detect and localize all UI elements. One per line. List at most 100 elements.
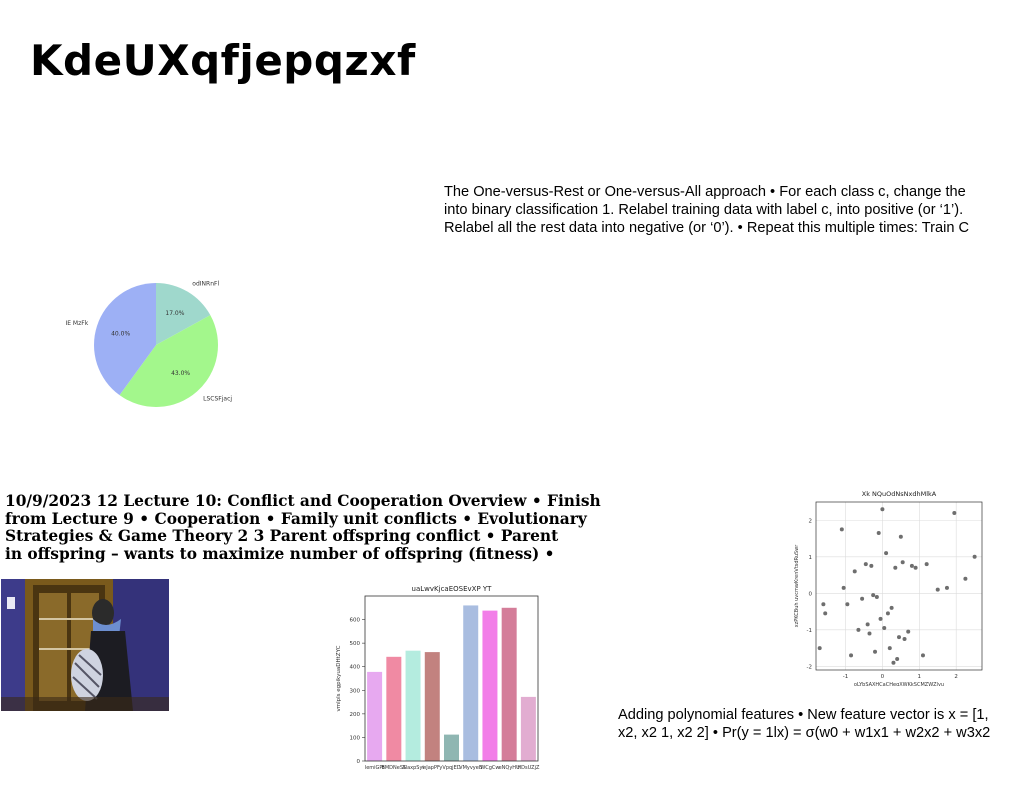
scatter-point xyxy=(891,660,896,665)
bar xyxy=(520,696,536,761)
scatter-point xyxy=(944,585,949,590)
scatter-x-tick-label: -1 xyxy=(843,674,848,680)
pie-slice-label: LSCSFjacj xyxy=(203,395,232,402)
scatter-point xyxy=(884,551,889,556)
pie-slice xyxy=(119,315,218,407)
scatter-point xyxy=(906,629,911,634)
photo-floor xyxy=(1,697,169,711)
bar-y-axis-label: vmlpls egpikyuaDHtZYC xyxy=(336,645,342,711)
scatter-point xyxy=(849,653,854,658)
scatter-point xyxy=(873,649,878,654)
scatter-point xyxy=(874,594,879,599)
bar-y-tick-label: 400 xyxy=(350,665,361,671)
bar-x-tick-label: eNQyHU xyxy=(499,765,520,770)
text-line: Relabel all the rest data into negative … xyxy=(444,220,970,236)
scatter-y-tick-label: 1 xyxy=(809,555,813,561)
scatter-point xyxy=(885,611,890,616)
scatter-y-tick-label: 2 xyxy=(809,518,813,524)
scatter-point xyxy=(821,602,826,607)
text-line: The One-versus-Rest or One-versus-All ap… xyxy=(444,184,966,200)
pie-chart: 17.0% odINRnFl 43.0% LSCSFjacj 40.0% IE MzFk xyxy=(65,281,232,407)
photo-bag-pattern xyxy=(72,654,102,700)
bar-x-tick-label: VMyvyeB xyxy=(459,765,483,770)
scatter-point xyxy=(909,563,914,568)
bar-y-tick-label: 500 xyxy=(350,641,361,647)
scatter-chart: Xk NQuOdNsNxdhMlkA -1 0 1 2 -2 -1 0 1 2 oLYbSAXHCa… xyxy=(794,490,983,686)
scatter-point xyxy=(871,593,876,598)
scatter-x-axis-label: oLYbSAXHCaCHeqXWKkSCMZWZlyu xyxy=(854,682,944,686)
scatter-point xyxy=(935,587,940,592)
scatter-x-tick-label: 1 xyxy=(918,674,922,680)
scatter-point xyxy=(852,569,857,574)
bar-y-tick-label: 300 xyxy=(350,688,361,694)
scatter-y-tick-label: -1 xyxy=(807,628,812,634)
scatter-point xyxy=(860,596,865,601)
bar xyxy=(405,650,421,761)
bar-y-tick-label: 200 xyxy=(350,712,361,718)
text-line: from Lecture 9 • Cooperation • Family un… xyxy=(5,509,587,528)
bar-x-tick-label: VpqjED xyxy=(442,765,460,770)
bar-x-tick-label: WCgCw xyxy=(480,765,499,770)
scatter-chart-title: Xk NQuOdNsNxdhMlkA xyxy=(862,490,937,498)
bar xyxy=(501,607,517,761)
scatter-point xyxy=(887,646,892,651)
scatter-point xyxy=(900,560,905,565)
bar xyxy=(367,671,383,761)
text-line: in offspring – wants to maximize number … xyxy=(5,544,555,563)
scatter-point xyxy=(878,616,883,621)
photo-woman-at-door xyxy=(1,579,169,711)
scatter-x-tick-label: 0 xyxy=(881,674,885,680)
photo-wall-sign xyxy=(7,597,15,609)
scatter-point xyxy=(893,565,898,570)
scatter-point xyxy=(898,534,903,539)
bar xyxy=(424,652,440,761)
scatter-point xyxy=(869,563,874,568)
text-line: 10/9/2023 12 Lecture 10: Conflict and Co… xyxy=(5,492,601,510)
scatter-point xyxy=(972,554,977,559)
pie-slice-label: odINRnFl xyxy=(192,281,219,288)
bar-y-tick-label: 100 xyxy=(350,735,361,741)
text-block-lecture: 10/9/2023 12 Lecture 10: Conflict and Co… xyxy=(5,492,645,563)
photo-head xyxy=(92,599,114,627)
bar xyxy=(463,605,479,761)
text-block-polynomial: Adding polynomial features • New feature… xyxy=(618,706,1024,746)
scatter-point xyxy=(823,611,828,616)
bar-x-tick-label: BMDNeSS xyxy=(381,765,406,770)
text-line: Adding polynomial features • New feature… xyxy=(618,707,989,723)
scatter-point xyxy=(920,653,925,658)
page-title: KdeUXqfjepqzxf xyxy=(30,36,416,85)
scatter-point xyxy=(865,622,870,627)
bar-y-tick-label: 600 xyxy=(350,618,361,624)
bar-x-tick-label: lemiGPt xyxy=(365,765,385,770)
scatter-point xyxy=(839,527,844,532)
scatter-x-tick-label: 2 xyxy=(954,674,958,680)
scatter-point xyxy=(882,626,887,630)
scatter-point xyxy=(841,585,846,590)
scatter-plot-frame xyxy=(815,501,983,671)
text-line: into binary classification 1. Relabel tr… xyxy=(444,202,964,218)
text-line: x2, x2 1, x2 2] • Pr(y = 1lx) = σ(w0 + w… xyxy=(618,725,991,741)
scatter-point xyxy=(895,657,900,662)
bar xyxy=(386,656,402,761)
bar xyxy=(482,610,498,761)
scatter-point xyxy=(897,635,901,640)
pie-pct-label: 17.0% xyxy=(165,310,184,317)
bar xyxy=(444,734,459,761)
scatter-y-tick-label: -2 xyxy=(807,664,812,670)
scatter-point xyxy=(963,576,968,581)
scatter-point xyxy=(913,565,918,570)
pie-pct-label: 40.0% xyxy=(111,331,130,338)
scatter-point xyxy=(876,531,881,536)
bar-x-tick-label: wJapPFy xyxy=(422,765,442,770)
pie-pct-label: 43.0% xyxy=(171,370,190,377)
text-line: Strategies & Game Theory 2 3 Parent offs… xyxy=(5,527,559,545)
scatter-point xyxy=(902,636,907,641)
bar-chart: uaLwvKjcaEOSEvXP YT lemiGPtBMDNeSSXlaxpSy… xyxy=(336,585,540,770)
scatter-y-axis-label: xzPKCBuh uvcmwKrenVtsdRuSwr xyxy=(794,544,800,628)
scatter-point xyxy=(924,562,929,567)
bar-plot-frame xyxy=(364,595,539,762)
bar-chart-title: uaLwvKjcaEOSEvXP YT xyxy=(412,585,493,593)
photo-door-panel xyxy=(39,593,67,701)
scatter-point xyxy=(880,507,885,512)
bar-y-tick-label: 0 xyxy=(357,759,361,765)
